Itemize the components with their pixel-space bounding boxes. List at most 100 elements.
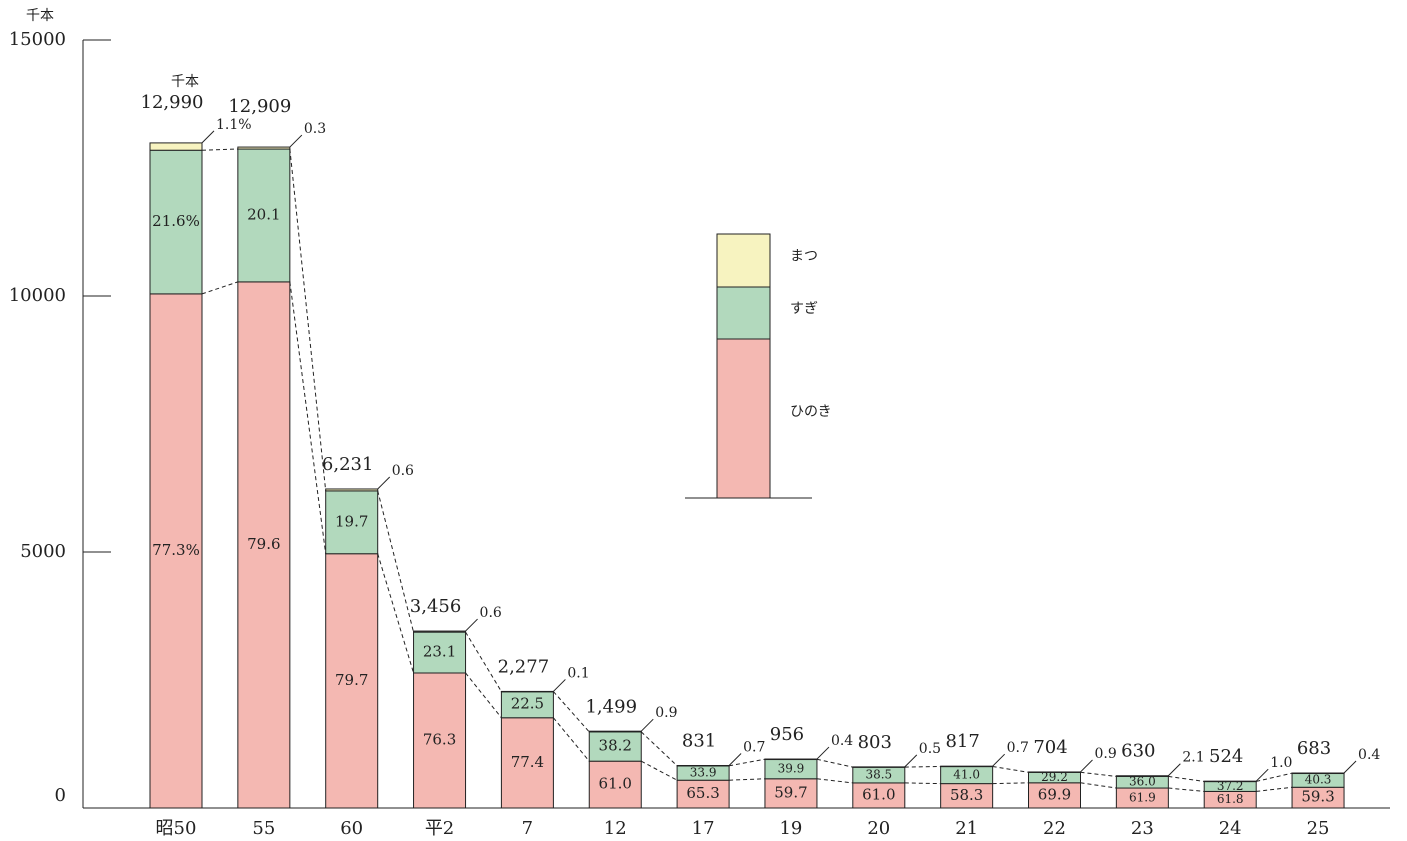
connector	[904, 782, 941, 785]
segment-label: 40.3	[1305, 773, 1332, 787]
bar-segment	[1115, 775, 1169, 777]
connector	[729, 778, 765, 781]
y-unit-label: 千本	[26, 8, 54, 24]
leader-line	[728, 753, 742, 766]
segment-label: 0.6	[480, 605, 502, 621]
total-label: 12,990	[141, 92, 204, 113]
bar-segment	[940, 783, 994, 809]
total-label: 630	[1121, 741, 1155, 762]
connector	[553, 717, 590, 762]
segment-label: 1.1%	[216, 117, 252, 133]
bar-segment	[149, 293, 203, 809]
x-tick-label: 60	[340, 818, 363, 839]
segment-label: 21.6%	[152, 212, 200, 230]
segment-label: 69.9	[1038, 785, 1071, 803]
bar-segment	[325, 490, 379, 555]
legend-label: ひのき	[790, 404, 832, 420]
segment-label: 39.9	[778, 762, 805, 776]
legend-swatch	[716, 338, 771, 499]
x-tick-label: 7	[522, 818, 533, 839]
segment-label: 0.4	[1358, 747, 1380, 763]
x-tick-label: 19	[779, 818, 802, 839]
bar-segment	[413, 631, 467, 674]
connector	[289, 281, 327, 554]
connector	[729, 758, 766, 767]
connector	[1080, 782, 1117, 789]
segment-label: 19.7	[335, 512, 368, 530]
bar-segment	[500, 691, 554, 719]
bar-segment	[1028, 771, 1081, 773]
leader-line	[289, 134, 303, 148]
x-tick-label: 平2	[425, 818, 454, 839]
bar-segment	[237, 281, 291, 809]
connector	[640, 731, 678, 767]
legend-swatch	[716, 233, 771, 288]
bar-segment	[500, 690, 554, 693]
bar-segment	[676, 764, 730, 767]
total-label: 6,231	[322, 454, 374, 475]
connector	[904, 765, 941, 768]
connector	[1256, 772, 1293, 782]
segment-label: 38.5	[865, 768, 892, 782]
leader-line	[816, 746, 830, 760]
bar-segment	[325, 553, 379, 809]
connector	[816, 758, 853, 768]
segment-label: 61.0	[599, 775, 632, 793]
segment-label: 23.1	[423, 643, 456, 661]
segment-label: 1.0	[1270, 755, 1292, 771]
bar-segment	[676, 779, 730, 809]
segment-label: 77.3%	[152, 541, 200, 559]
bar-segment	[1203, 780, 1257, 783]
connector	[992, 782, 1029, 785]
bar-segment	[500, 717, 554, 809]
segment-label: 61.8	[1217, 792, 1244, 806]
y-tick-label: 10000	[9, 285, 66, 306]
leader-line	[1255, 768, 1269, 782]
leader-line	[992, 753, 1006, 767]
bar-segment	[325, 488, 379, 492]
segment-label: 0.4	[831, 733, 853, 749]
total-label: 2,277	[498, 656, 550, 677]
segment-label: 0.9	[1095, 746, 1117, 762]
connector	[641, 760, 678, 781]
connector	[201, 148, 238, 151]
connector	[465, 631, 502, 692]
total-label: 3,456	[410, 596, 462, 617]
bar-segment	[588, 760, 642, 809]
x-tick-label: 55	[252, 818, 275, 839]
segment-label: 38.2	[599, 737, 632, 755]
connector	[465, 672, 502, 719]
connector	[992, 765, 1029, 773]
total-label: 524	[1209, 746, 1243, 767]
connector	[1080, 771, 1117, 777]
x-tick-label: 25	[1307, 818, 1330, 839]
bar-segment	[852, 782, 906, 809]
total-label: 683	[1297, 738, 1331, 759]
segment-label: 22.5	[511, 695, 544, 713]
x-tick-label: 24	[1219, 818, 1242, 839]
segment-label: 58.3	[950, 786, 983, 804]
x-tick-label: 23	[1131, 818, 1154, 839]
segment-label: 2.1	[1182, 750, 1204, 766]
total-label: 12,909	[228, 96, 291, 117]
total-label: 831	[682, 730, 716, 751]
connector	[1168, 787, 1205, 792]
leader-line	[553, 679, 566, 692]
total-label: 956	[770, 724, 804, 745]
bar-segment	[149, 142, 203, 151]
x-tick-label: 21	[955, 818, 978, 839]
total-unit-label: 千本	[171, 74, 199, 90]
segment-label: 0.5	[919, 741, 941, 757]
total-label: 704	[1033, 737, 1067, 758]
segment-label: 20.1	[247, 205, 280, 223]
total-label: 803	[858, 732, 892, 753]
total-label: 817	[945, 731, 979, 752]
total-label: 1,499	[585, 696, 637, 717]
bar-segment	[1291, 772, 1345, 775]
segment-label: 36.0	[1129, 775, 1156, 789]
segment-label: 79.6	[247, 535, 280, 553]
leader-line	[1080, 759, 1093, 773]
x-tick-label: 12	[604, 818, 627, 839]
connector	[1168, 775, 1205, 782]
